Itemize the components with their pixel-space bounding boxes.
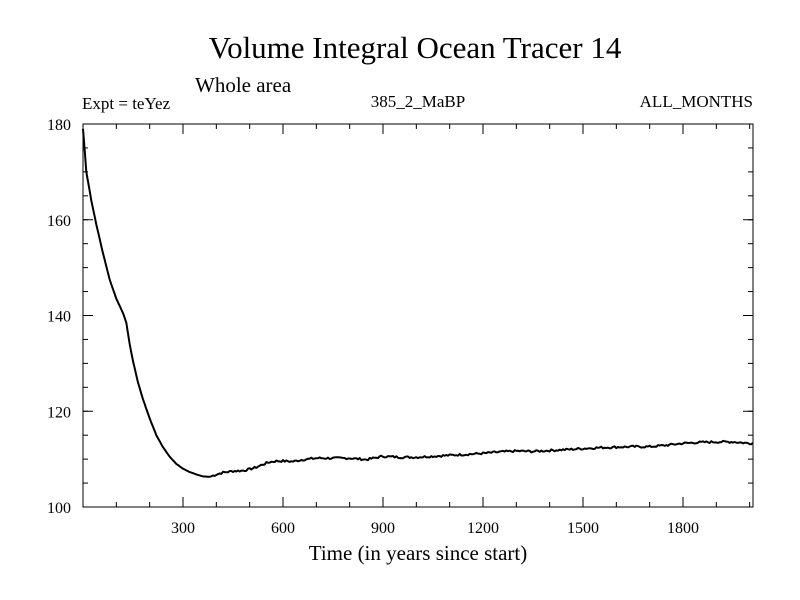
x-axis-label: Time (in years since start) [309,541,528,565]
axis-ticks [83,124,753,507]
months-label: ALL_MONTHS [640,92,753,111]
y-tick-label: 140 [47,309,71,326]
x-tick-label: 1500 [567,520,599,537]
y-tick-label: 100 [47,500,71,517]
y-tick-label: 160 [47,213,71,230]
y-tick-label: 120 [47,404,71,421]
x-tick-label: 600 [271,520,295,537]
chart-title: Volume Integral Ocean Tracer 14 [209,30,622,65]
x-tick-label: 1200 [467,520,499,537]
chart-subtitle: Whole area [195,73,292,97]
y-tick-label: 180 [47,117,71,134]
series-line [82,128,754,478]
experiment-label: Expt = teYez [82,94,171,113]
x-tick-label: 1800 [667,520,699,537]
x-tick-label: 900 [371,520,395,537]
plot-frame [82,123,754,508]
run-label: 385_2_MaBP [371,92,465,111]
x-tick-label: 300 [171,520,195,537]
axis-tick-labels: 300 600 900 1200 1500 1800 100 120 140 160 180 [47,117,699,537]
